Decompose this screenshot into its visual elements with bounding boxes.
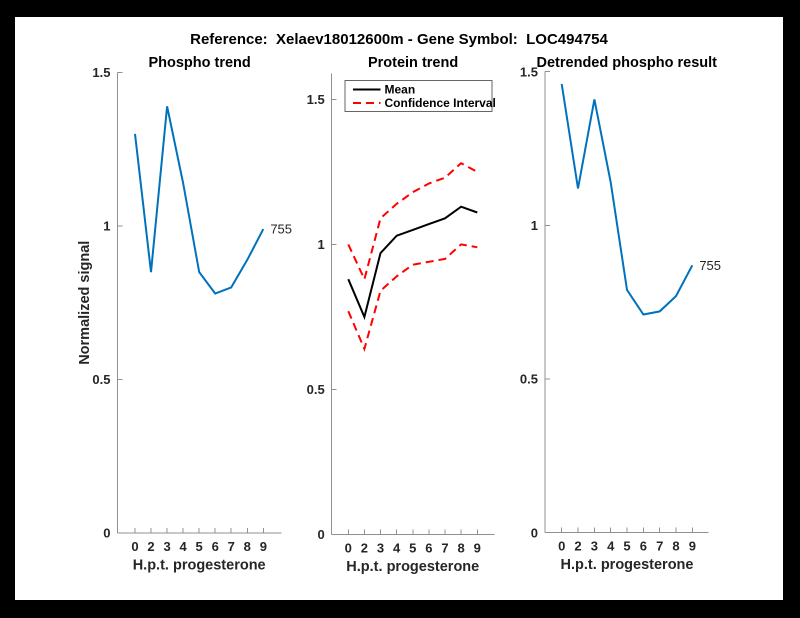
figure-title: Reference: Xelaev18012600m - Gene Symbol… xyxy=(190,31,608,48)
figure-canvas: Reference: Xelaev18012600m - Gene Symbol… xyxy=(15,17,783,600)
